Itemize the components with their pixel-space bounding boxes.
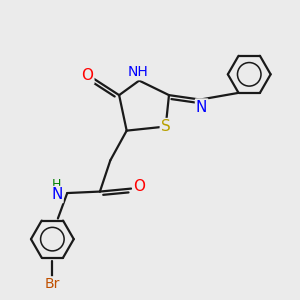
Text: N: N xyxy=(196,100,207,115)
Text: N: N xyxy=(51,187,62,202)
Text: S: S xyxy=(161,119,171,134)
Text: O: O xyxy=(81,68,93,83)
Text: O: O xyxy=(134,179,146,194)
Text: Br: Br xyxy=(45,277,60,291)
Text: H: H xyxy=(52,178,62,191)
Text: NH: NH xyxy=(127,65,148,79)
